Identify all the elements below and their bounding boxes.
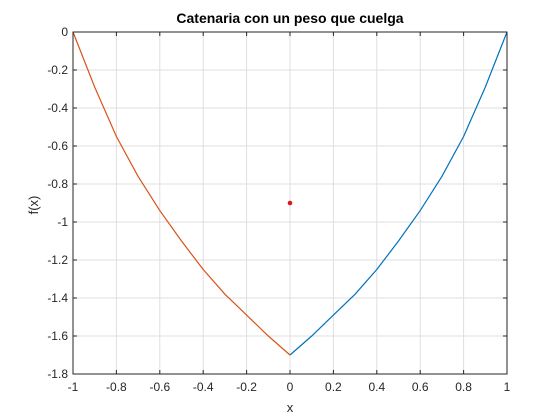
x-tick-label: 0.2 [325,380,342,394]
x-tick-label: 0.6 [412,380,429,394]
series-line-1 [289,31,508,356]
chart-title: Catenaria con un peso que cuelga [176,10,403,26]
y-tick-label: -1.4 [47,291,68,305]
series-line-2 [72,31,291,356]
y-tick-label: -1.8 [47,367,68,381]
x-axis-label: x [287,400,294,415]
x-tick-label: -0.4 [193,380,214,394]
y-tick-label: -1 [57,215,68,229]
x-tick-label: -0.8 [106,380,127,394]
x-tick-label: -0.6 [149,380,170,394]
x-tick-label: -1 [68,380,79,394]
y-tick-label: -1.2 [47,253,68,267]
y-tick-label: -0.4 [47,101,68,115]
x-tick-label: -0.2 [236,380,257,394]
y-tick-label: 0 [61,25,68,39]
ticks [72,31,508,375]
y-tick-label: -0.2 [47,63,68,77]
x-tick-label: 0.4 [368,380,385,394]
data-point [287,200,293,206]
y-tick-label: -1.6 [47,329,68,343]
y-tick-label: -0.8 [47,177,68,191]
tick-labels: -1 -0.8 -0.6 -0.4 -0.2 0 0.2 0.4 0.6 0.8 1 0 -0.2 -0.… [47,25,510,394]
y-axis-label: f(x) [26,196,41,215]
x-tick-label: 0.8 [455,380,472,394]
y-tick-label: -0.6 [47,139,68,153]
x-tick-label: 0 [287,380,294,394]
series-layer [72,31,508,356]
x-tick-label: 1 [504,380,511,394]
